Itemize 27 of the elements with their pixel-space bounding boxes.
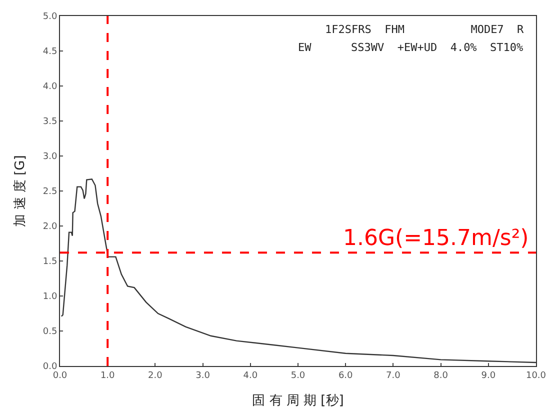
- x-tick-label: 4.0: [243, 370, 258, 381]
- x-tick-label: 9.0: [481, 370, 496, 381]
- y-axis-title: 加 速 度 [G]: [12, 155, 28, 227]
- annotation: EW SS3WV +EW+UD 4.0% ST10%: [298, 41, 524, 54]
- x-tick-label: 0.0: [52, 370, 68, 381]
- y-tick-label: 1.5: [42, 257, 58, 268]
- x-tick-label: 10.0: [526, 370, 546, 381]
- x-tick-label: 8.0: [434, 370, 448, 381]
- y-tick-label: 3.5: [42, 117, 58, 128]
- y-tick-label: 0.0: [42, 362, 58, 372]
- x-tick-label: 3.0: [196, 370, 210, 381]
- y-tick-label: 4.0: [42, 82, 58, 92]
- ref-line-label: 1.6G(=15.7m/s²): [343, 226, 529, 251]
- y-tick-label: 3.0: [42, 152, 58, 162]
- x-tick-label: 2.0: [148, 370, 163, 381]
- y-tick-label: 1.0: [42, 292, 58, 302]
- annotation: 1F2SFRS FHM MODE7 R: [325, 23, 524, 36]
- x-axis-title: 固 有 周 期 [秒]: [252, 393, 344, 408]
- x-tick-label: 5.0: [290, 370, 306, 381]
- y-tick-label: 0.5: [42, 327, 58, 338]
- x-tick-label: 7.0: [386, 370, 401, 381]
- y-tick-label: 2.5: [42, 187, 58, 198]
- y-tick-label: 2.0: [42, 222, 58, 232]
- y-tick-label: 5.0: [42, 12, 58, 22]
- x-tick-label: 1.0: [100, 370, 116, 381]
- x-tick-label: 6.0: [338, 370, 354, 381]
- y-tick-label: 4.5: [42, 47, 58, 58]
